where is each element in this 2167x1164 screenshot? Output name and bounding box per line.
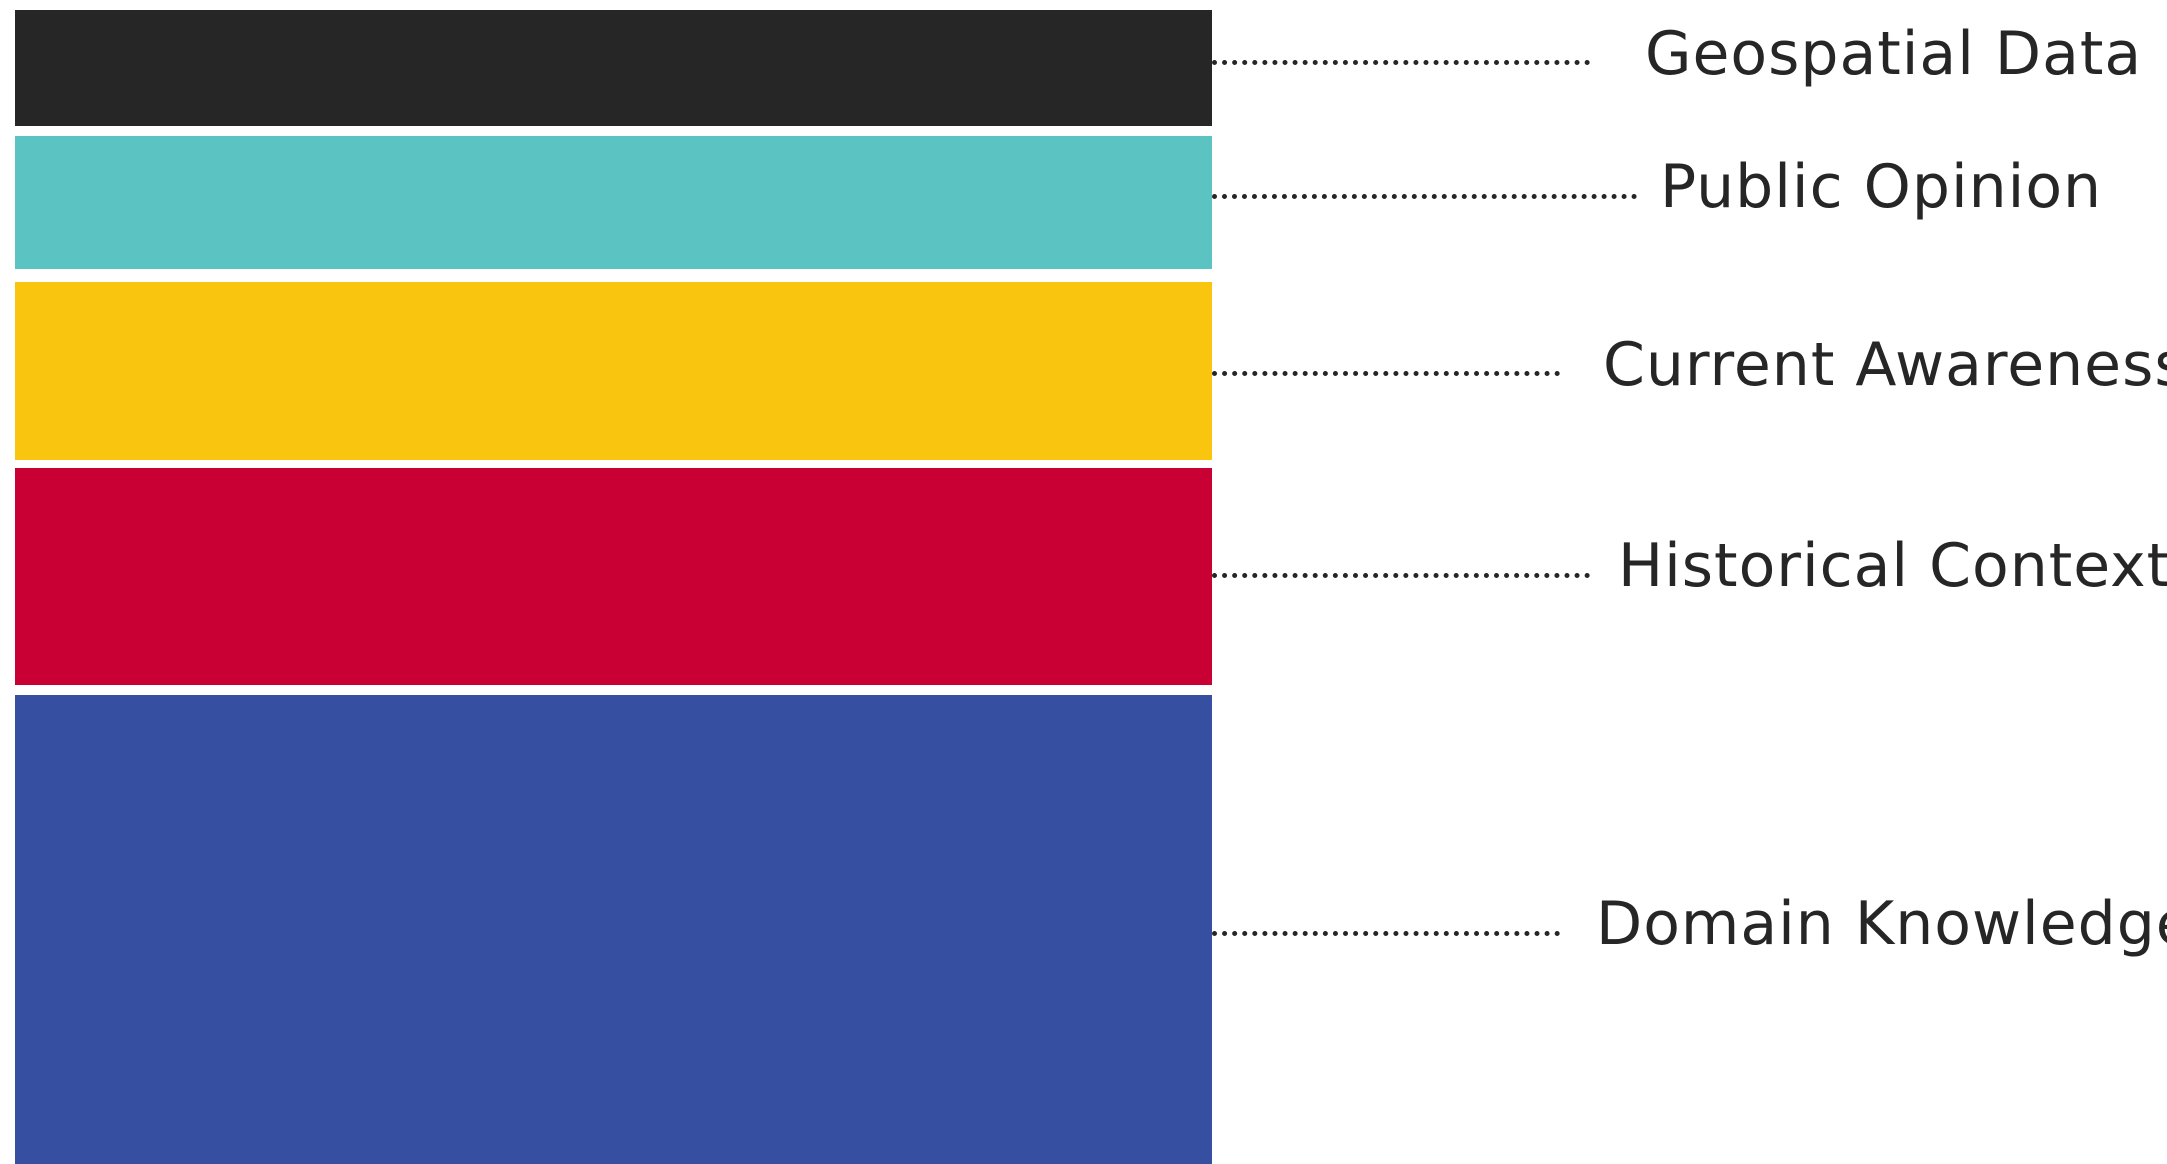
layer-label-geospatial-data: Geospatial Data [1645, 19, 2143, 89]
layer-block-public-opinion [15, 136, 1212, 269]
layer-block-historical-context [15, 468, 1212, 685]
layer-block-current-awareness [15, 282, 1212, 460]
leader-line-geospatial-data [1212, 60, 1590, 65]
layer-block-domain-knowledge [15, 695, 1212, 1164]
layer-block-geospatial-data [15, 10, 1212, 126]
leader-line-domain-knowledge [1212, 931, 1560, 936]
layer-label-current-awareness: Current Awareness [1603, 330, 2167, 400]
leader-line-current-awareness [1212, 371, 1560, 376]
layer-label-public-opinion: Public Opinion [1660, 152, 2103, 222]
layer-label-domain-knowledge: Domain Knowledge [1596, 889, 2167, 959]
leader-line-public-opinion [1212, 194, 1637, 199]
leader-line-historical-context [1212, 573, 1590, 578]
layer-label-historical-context: Historical Context [1618, 531, 2167, 601]
